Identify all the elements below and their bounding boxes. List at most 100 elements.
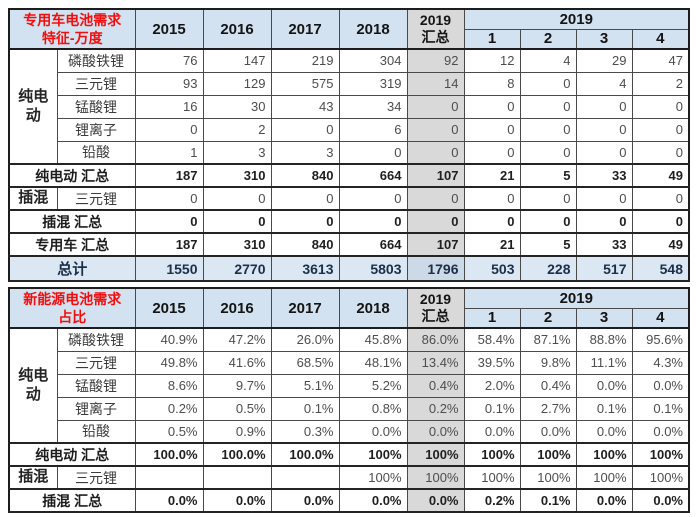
- value-cell: 0: [270, 209, 340, 234]
- value-cell: 40.9%: [134, 327, 204, 352]
- value-cell: 13.4%: [406, 350, 465, 375]
- battery-type-label: 锂离子: [56, 396, 136, 421]
- summary-column-header: 2019 汇总: [406, 287, 465, 329]
- value-cell: 664: [338, 163, 408, 188]
- year-column-header: 2015: [134, 8, 204, 50]
- value-cell: 49.8%: [134, 350, 204, 375]
- value-cell: 0: [631, 117, 690, 142]
- value-cell: 0: [463, 117, 521, 142]
- value-cell: 310: [202, 232, 272, 257]
- value-cell: 100%: [519, 465, 577, 490]
- value-cell: 0: [519, 71, 577, 96]
- value-cell: 21: [463, 163, 521, 188]
- value-cell: 0: [406, 117, 465, 142]
- value-cell: 575: [270, 71, 340, 96]
- value-cell: 0: [631, 186, 690, 211]
- quarter-column-header: 1: [463, 307, 521, 329]
- value-cell: 0.0%: [631, 488, 690, 513]
- summary-label: 纯电动 汇总: [8, 163, 136, 188]
- value-cell: 319: [338, 71, 408, 96]
- value-cell: 8.6%: [134, 373, 204, 398]
- summary-label: 插混 汇总: [8, 488, 136, 513]
- value-cell: 187: [134, 232, 204, 257]
- value-cell: 45.8%: [338, 327, 408, 352]
- value-cell: 0: [406, 186, 465, 211]
- battery-type-label: 磷酸铁锂: [56, 327, 136, 352]
- value-cell: 0.5%: [202, 396, 272, 421]
- value-cell: 3: [202, 140, 272, 165]
- value-cell: 0.0%: [134, 488, 204, 513]
- value-cell: 49: [631, 232, 690, 257]
- special-vehicle-demand-table: 专用车电池需求 特征-万度 2015 2016 2017 2018 2019 汇总 2019…: [8, 8, 690, 282]
- value-cell: 0.4%: [406, 373, 465, 398]
- value-cell: 0: [338, 186, 408, 211]
- battery-type-label: 三元锂: [56, 465, 136, 490]
- value-cell: [270, 465, 340, 490]
- value-cell: 0.2%: [463, 488, 521, 513]
- value-cell: 8: [463, 71, 521, 96]
- value-cell: 100%: [406, 442, 465, 467]
- value-cell: 100%: [338, 465, 408, 490]
- table-row: 插混 三元锂 0 0 0 0 0 0 0 0 0: [8, 186, 690, 211]
- battery-type-label: 磷酸铁锂: [56, 48, 136, 73]
- quarter-group-header: 2019: [463, 8, 690, 30]
- value-cell: 0.0%: [575, 488, 633, 513]
- value-cell: 0: [575, 209, 633, 234]
- value-cell: 0.9%: [202, 419, 272, 444]
- value-cell: 0: [338, 140, 408, 165]
- value-cell: [202, 465, 272, 490]
- value-cell: 840: [270, 232, 340, 257]
- value-cell: 29: [575, 48, 633, 73]
- table-row: 锂离子 0.2% 0.5% 0.1% 0.8% 0.2% 0.1% 2.7% 0.1% 0.1%: [9, 396, 690, 421]
- table-body: 纯电动 磷酸铁锂 76 147 219 304 92 12 4 29 47 三元锂 93 129 575 31…: [8, 48, 690, 282]
- summary-label: 插混 汇总: [8, 209, 136, 234]
- value-cell: 503: [463, 255, 521, 282]
- value-cell: 0.1%: [575, 396, 633, 421]
- value-cell: 0: [134, 117, 204, 142]
- value-cell: 100%: [463, 442, 521, 467]
- value-cell: 107: [406, 163, 465, 188]
- value-cell: 4: [519, 48, 577, 73]
- value-cell: 0.0%: [631, 373, 690, 398]
- value-cell: 2770: [202, 255, 272, 282]
- value-cell: 0: [270, 186, 340, 211]
- value-cell: 12: [463, 48, 521, 73]
- value-cell: 4.3%: [631, 350, 690, 375]
- value-cell: 0: [406, 94, 465, 119]
- value-cell: 100.0%: [202, 442, 272, 467]
- table-row: 专用车 汇总 187 310 840 664 107 21 5 33 49: [8, 232, 690, 257]
- value-cell: 76: [134, 48, 204, 73]
- value-cell: 0: [406, 209, 465, 234]
- header-row-1: 专用车电池需求 特征-万度 2015 2016 2017 2018 2019 汇总 2019: [8, 8, 690, 50]
- value-cell: 0: [575, 94, 633, 119]
- value-cell: 228: [519, 255, 577, 282]
- value-cell: 26.0%: [270, 327, 340, 352]
- value-cell: 0: [338, 209, 408, 234]
- year-column-header: 2018: [338, 287, 408, 329]
- battery-type-label: 三元锂: [56, 350, 136, 375]
- header-row-1: 新能源电池需求 占比 2015 2016 2017 2018 2019 汇总 2019: [8, 287, 690, 329]
- value-cell: 5.2%: [338, 373, 408, 398]
- value-cell: 86.0%: [406, 327, 465, 352]
- value-cell: 100%: [631, 442, 690, 467]
- table-row: 纯电动 汇总 100.0% 100.0% 100.0% 100% 100% 100% 100%…: [8, 442, 690, 467]
- table-row: 纯电动 磷酸铁锂 76 147 219 304 92 12 4 29 47: [8, 48, 690, 165]
- value-cell: 0.1%: [463, 396, 521, 421]
- value-cell: 0.0%: [270, 488, 340, 513]
- quarter-column-header: 4: [631, 307, 690, 329]
- value-cell: 88.8%: [575, 327, 633, 352]
- value-cell: 0: [463, 209, 521, 234]
- value-cell: 0.1%: [270, 396, 340, 421]
- value-cell: 0.0%: [575, 373, 633, 398]
- battery-type-label: 三元锂: [56, 186, 136, 211]
- table-row: 纯电动 磷酸铁锂 40.9% 47.2% 26.0% 45.8% 86.0% 58.4% 87.…: [8, 327, 690, 444]
- battery-type-label: 三元锂: [56, 71, 136, 96]
- group-label: 纯电动: [8, 48, 58, 165]
- quarter-column-header: 4: [631, 28, 690, 50]
- table-row: 三元锂 49.8% 41.6% 68.5% 48.1% 13.4% 39.5% 9.8% 11.…: [9, 350, 690, 375]
- value-cell: 47: [631, 48, 690, 73]
- value-cell: 0.0%: [519, 419, 577, 444]
- value-cell: 4: [575, 71, 633, 96]
- value-cell: 0: [575, 186, 633, 211]
